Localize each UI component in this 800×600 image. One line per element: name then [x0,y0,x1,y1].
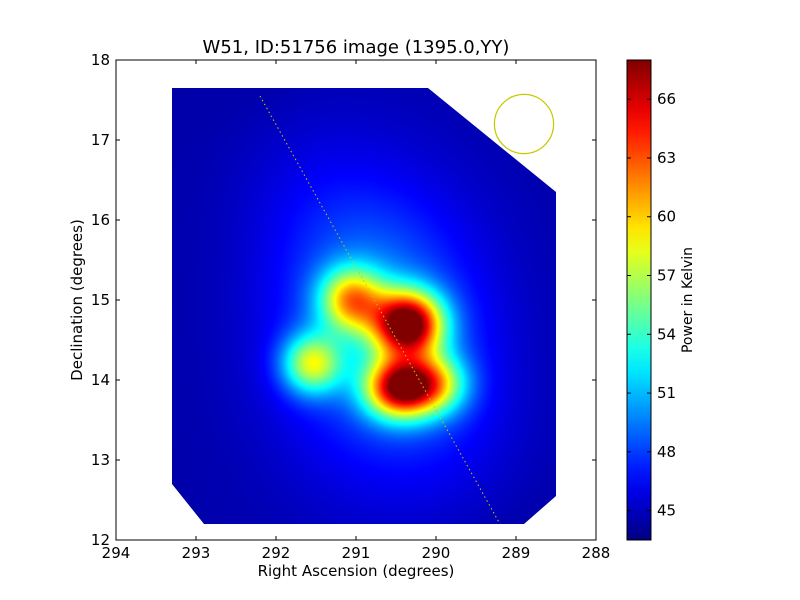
chart-title: W51, ID:51756 image (1395.0,YY) [203,37,510,58]
colorbar-tick-label: 60 [657,208,676,226]
colorbar-tick-label: 66 [657,90,676,108]
colorbar-tick-label: 48 [657,443,676,461]
colorbar-tick-label: 63 [657,149,676,167]
x-axis: 294 293 292 291 290 289 288 [102,60,611,562]
colorbar-tick-label: 45 [657,502,676,520]
x-tick-label: 290 [422,544,451,562]
heatmap-image [172,88,556,524]
y-tick-label: 14 [91,371,110,389]
colorbar-tick-label: 57 [657,267,676,285]
y-tick-label: 15 [91,291,110,309]
colorbar-ticks: 45 48 51 54 57 60 63 66 [627,90,676,520]
x-tick-label: 289 [502,544,531,562]
y-axis: 12 13 14 15 16 17 18 [91,51,596,549]
y-tick-label: 12 [91,531,110,549]
y-tick-label: 17 [91,131,110,149]
y-tick-label: 16 [91,211,110,229]
y-tick-label: 13 [91,451,110,469]
colorbar-tick-label: 51 [657,384,676,402]
galactic-plane-line [259,95,501,525]
colorbar: 45 48 51 54 57 60 63 66 Power in Kelvin [626,59,696,541]
x-tick-label: 294 [102,544,131,562]
x-tick-label: 291 [342,544,371,562]
colorbar-tick-label: 54 [657,325,676,343]
heatmap-plot [115,59,597,541]
x-tick-label: 293 [182,544,211,562]
beam-circle [493,93,555,155]
y-tick-label: 18 [91,51,110,69]
colorbar-gradient [626,59,652,541]
x-tick-label: 292 [262,544,291,562]
y-axis-label: Declination (degrees) [68,219,86,381]
x-axis-label: Right Ascension (degrees) [258,562,455,580]
x-tick-label: 288 [582,544,611,562]
colorbar-label: Power in Kelvin [680,247,696,353]
